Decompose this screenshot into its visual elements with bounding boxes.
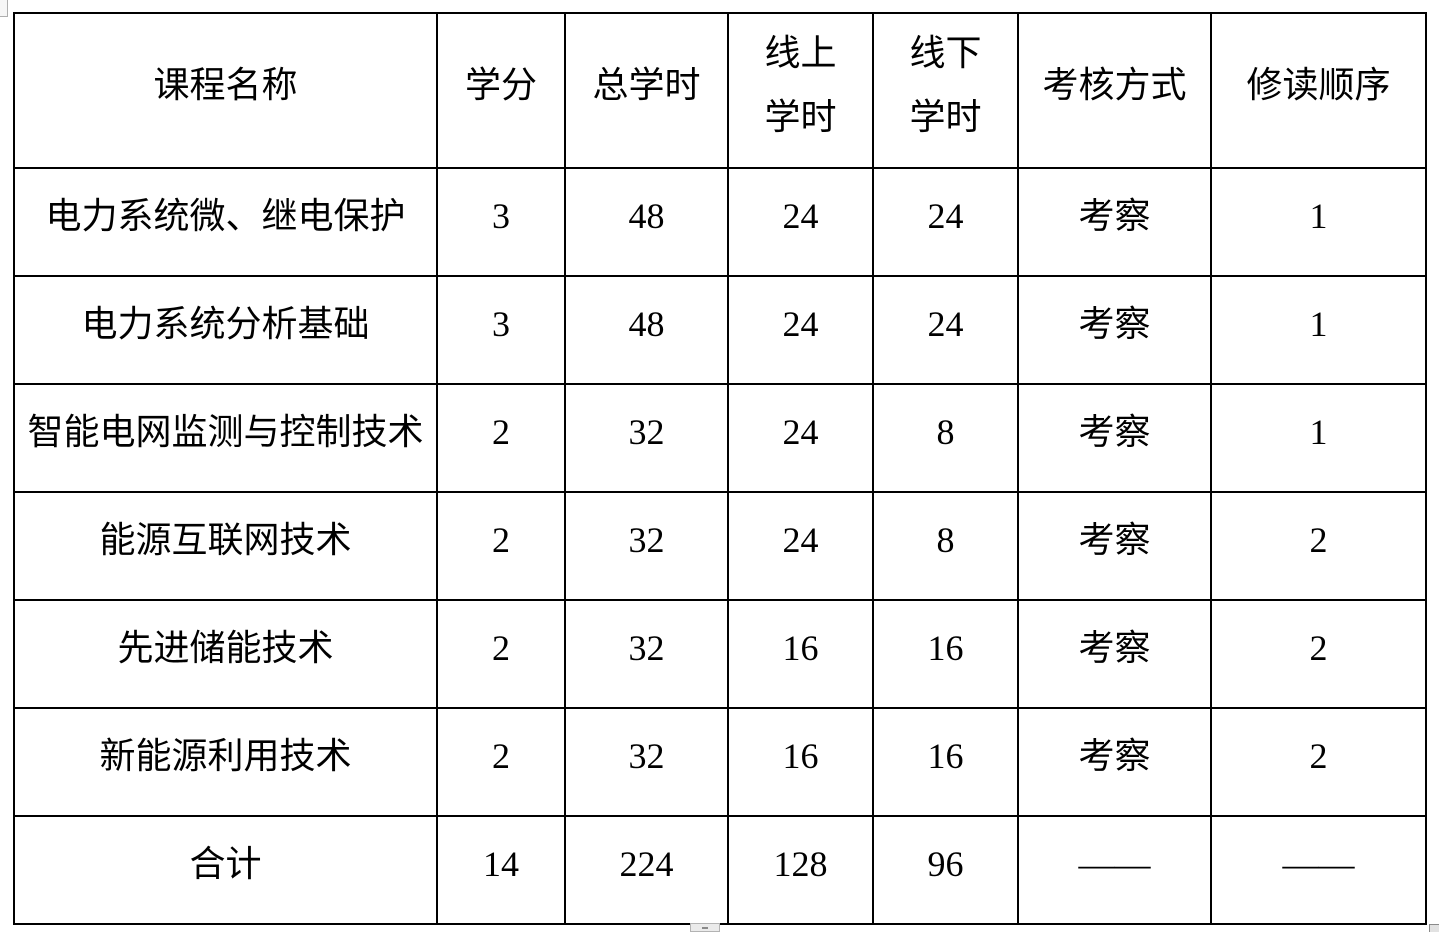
cell-total-hours[interactable]: 32 [564, 491, 729, 601]
cell-assessment[interactable]: 考察 [1017, 491, 1212, 601]
course-table: 课程名称 学分 总学时 线上 学时 线下 学时 考核方式 修读顺序 电力系统微、… [13, 12, 1427, 925]
cell-assessment[interactable]: 考察 [1017, 707, 1212, 817]
column-header-credits[interactable]: 学分 [436, 12, 566, 169]
cell-course-name[interactable]: 电力系统分析基础 [13, 275, 438, 385]
cell-credits[interactable]: 3 [436, 275, 566, 385]
cell-order[interactable]: 2 [1210, 707, 1427, 817]
cell-credits[interactable]: 2 [436, 599, 566, 709]
header-label-line2: 学时 [764, 96, 837, 137]
cell-assessment[interactable]: 考察 [1017, 383, 1212, 493]
header-label: 考核方式 [1042, 64, 1187, 105]
cell-assessment[interactable]: 考察 [1017, 275, 1212, 385]
cell-credits[interactable]: 2 [436, 491, 566, 601]
cell-online-hours[interactable]: 24 [727, 383, 874, 493]
cell-course-name[interactable]: 先进储能技术 [13, 599, 438, 709]
cell-course-name[interactable]: 合计 [13, 815, 438, 925]
table-row: 新能源利用技术 2 32 16 16 考察 2 [13, 707, 1427, 817]
cell-credits[interactable]: 2 [436, 707, 566, 817]
cell-total-hours[interactable]: 32 [564, 707, 729, 817]
cell-credits[interactable]: 2 [436, 383, 566, 493]
cell-course-name[interactable]: 电力系统微、继电保护 [13, 167, 438, 277]
cell-online-hours[interactable]: 16 [727, 599, 874, 709]
cell-assessment[interactable]: —— [1017, 815, 1212, 925]
cell-order[interactable]: 1 [1210, 383, 1427, 493]
table-row-total: 合计 14 224 128 96 —— —— [13, 815, 1427, 925]
cell-credits[interactable]: 3 [436, 167, 566, 277]
ui-fragment-top-left [0, 0, 8, 17]
header-label-line1: 线上 [764, 32, 837, 73]
table-row: 电力系统微、继电保护 3 48 24 24 考察 1 [13, 167, 1427, 277]
cell-order[interactable]: 1 [1210, 167, 1427, 277]
cell-credits[interactable]: 14 [436, 815, 566, 925]
cell-offline-hours[interactable]: 8 [872, 491, 1019, 601]
table-row: 电力系统分析基础 3 48 24 24 考察 1 [13, 275, 1427, 385]
column-header-order[interactable]: 修读顺序 [1210, 12, 1427, 169]
cell-online-hours[interactable]: 16 [727, 707, 874, 817]
cell-online-hours[interactable]: 24 [727, 491, 874, 601]
cell-offline-hours[interactable]: 16 [872, 707, 1019, 817]
cell-offline-hours[interactable]: 8 [872, 383, 1019, 493]
header-label: 总学时 [592, 64, 701, 105]
cell-online-hours[interactable]: 128 [727, 815, 874, 925]
table-row: 智能电网监测与控制技术 2 32 24 8 考察 1 [13, 383, 1427, 493]
cell-course-name[interactable]: 新能源利用技术 [13, 707, 438, 817]
cell-offline-hours[interactable]: 96 [872, 815, 1019, 925]
cell-offline-hours[interactable]: 16 [872, 599, 1019, 709]
cell-course-name[interactable]: 智能电网监测与控制技术 [13, 383, 438, 493]
cell-assessment[interactable]: 考察 [1017, 167, 1212, 277]
cell-order[interactable]: —— [1210, 815, 1427, 925]
cell-assessment[interactable]: 考察 [1017, 599, 1212, 709]
cell-course-name[interactable]: 能源互联网技术 [13, 491, 438, 601]
column-header-offline-hours[interactable]: 线下 学时 [872, 12, 1019, 169]
column-header-assessment[interactable]: 考核方式 [1017, 12, 1212, 169]
cell-total-hours[interactable]: 48 [564, 275, 729, 385]
cell-offline-hours[interactable]: 24 [872, 275, 1019, 385]
cell-offline-hours[interactable]: 24 [872, 167, 1019, 277]
column-header-total-hours[interactable]: 总学时 [564, 12, 729, 169]
header-label: 课程名称 [153, 64, 298, 105]
cell-order[interactable]: 2 [1210, 599, 1427, 709]
header-label-line1: 线下 [909, 32, 982, 73]
column-header-course-name[interactable]: 课程名称 [13, 12, 438, 169]
table-row: 能源互联网技术 2 32 24 8 考察 2 [13, 491, 1427, 601]
header-label-line2: 学时 [909, 96, 982, 137]
table-row: 先进储能技术 2 32 16 16 考察 2 [13, 599, 1427, 709]
scrollbar-fragment-bottom[interactable] [690, 923, 720, 932]
scrollbar-corner-bottom-right[interactable] [1429, 924, 1439, 932]
cell-total-hours[interactable]: 32 [564, 599, 729, 709]
table-header-row: 课程名称 学分 总学时 线上 学时 线下 学时 考核方式 修读顺序 [13, 12, 1427, 169]
header-label: 学分 [464, 64, 537, 105]
cell-order[interactable]: 1 [1210, 275, 1427, 385]
cell-online-hours[interactable]: 24 [727, 275, 874, 385]
cell-total-hours[interactable]: 224 [564, 815, 729, 925]
cell-online-hours[interactable]: 24 [727, 167, 874, 277]
cell-total-hours[interactable]: 48 [564, 167, 729, 277]
cell-total-hours[interactable]: 32 [564, 383, 729, 493]
header-label: 修读顺序 [1246, 64, 1391, 105]
cell-order[interactable]: 2 [1210, 491, 1427, 601]
column-header-online-hours[interactable]: 线上 学时 [727, 12, 874, 169]
